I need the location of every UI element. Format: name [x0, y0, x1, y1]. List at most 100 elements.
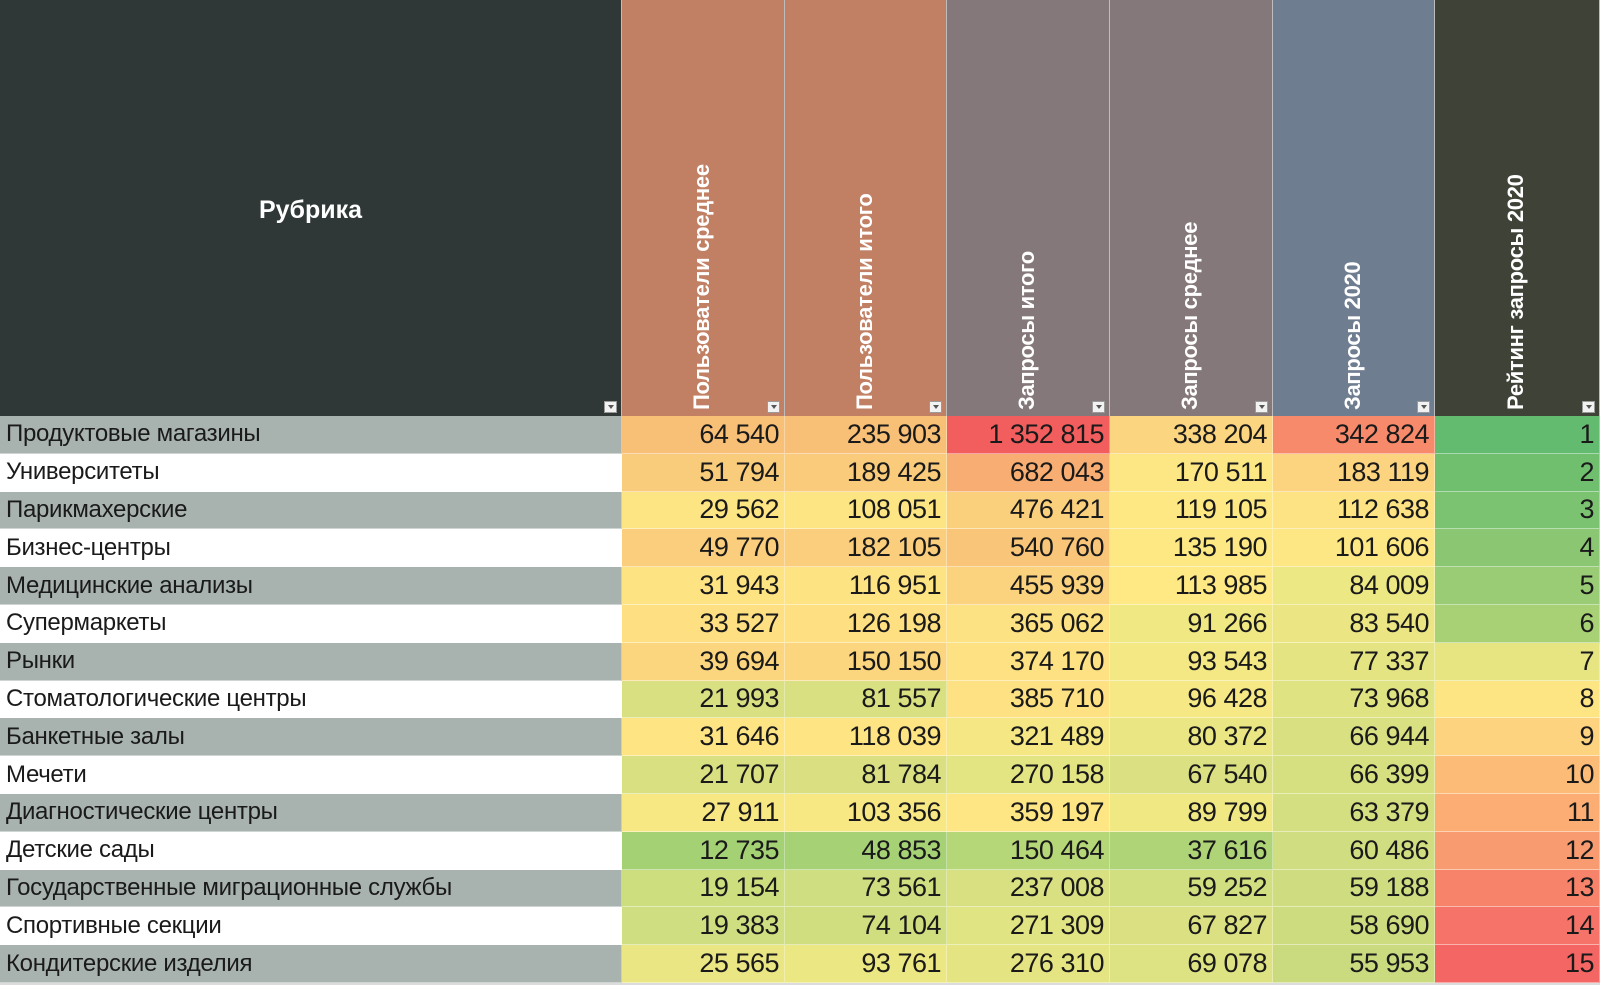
table-cell[interactable]: 108 051 [785, 491, 947, 530]
table-cell[interactable]: 96 428 [1110, 680, 1273, 719]
table-cell[interactable]: 21 707 [622, 756, 785, 794]
table-cell[interactable]: 63 379 [1273, 793, 1435, 832]
table-cell[interactable]: 359 197 [947, 793, 1110, 832]
table-cell[interactable]: 74 104 [785, 907, 947, 946]
filter-dropdown-icon[interactable] [929, 401, 942, 413]
table-cell[interactable]: 91 266 [1110, 604, 1273, 643]
column-header-6[interactable]: Рейтинг запросы 2020 [1435, 0, 1600, 416]
table-cell[interactable]: 37 616 [1110, 831, 1273, 870]
table-cell[interactable]: 81 557 [785, 680, 947, 719]
table-cell[interactable]: 25 565 [622, 945, 785, 983]
table-cell[interactable]: 58 690 [1273, 907, 1435, 946]
table-cell[interactable]: 1 [1435, 416, 1600, 454]
table-cell[interactable]: 84 009 [1273, 567, 1435, 605]
row-name-cell[interactable]: Спортивные секции [0, 907, 622, 946]
filter-dropdown-icon[interactable] [1582, 401, 1595, 413]
table-cell[interactable]: 59 188 [1273, 869, 1435, 908]
table-cell[interactable]: 189 425 [785, 453, 947, 492]
row-name-cell[interactable]: Государственные миграционные службы [0, 869, 622, 908]
table-cell[interactable]: 321 489 [947, 718, 1110, 757]
table-cell[interactable]: 270 158 [947, 756, 1110, 794]
table-cell[interactable]: 8 [1435, 680, 1600, 719]
table-cell[interactable]: 33 527 [622, 604, 785, 643]
column-header-4[interactable]: Запросы среднее [1110, 0, 1273, 416]
table-cell[interactable]: 93 761 [785, 945, 947, 983]
table-cell[interactable]: 77 337 [1273, 642, 1435, 681]
table-cell[interactable]: 93 543 [1110, 642, 1273, 681]
table-cell[interactable]: 271 309 [947, 907, 1110, 946]
table-cell[interactable]: 3 [1435, 491, 1600, 530]
table-cell[interactable]: 9 [1435, 718, 1600, 757]
table-cell[interactable]: 49 770 [622, 529, 785, 568]
table-cell[interactable]: 476 421 [947, 491, 1110, 530]
table-cell[interactable]: 39 694 [622, 642, 785, 681]
table-cell[interactable]: 1 352 815 [947, 416, 1110, 454]
table-cell[interactable]: 13 [1435, 869, 1600, 908]
row-name-cell[interactable]: Продуктовые магазины [0, 416, 622, 454]
table-cell[interactable]: 64 540 [622, 416, 785, 454]
table-cell[interactable]: 170 511 [1110, 453, 1273, 492]
column-header-1[interactable]: Пользователи среднее [622, 0, 785, 416]
table-cell[interactable]: 21 993 [622, 680, 785, 719]
table-cell[interactable]: 7 [1435, 642, 1600, 681]
table-cell[interactable]: 455 939 [947, 567, 1110, 605]
row-name-cell[interactable]: Диагностические центры [0, 793, 622, 832]
row-name-cell[interactable]: Мечети [0, 756, 622, 794]
table-cell[interactable]: 118 039 [785, 718, 947, 757]
row-name-cell[interactable]: Кондитерские изделия [0, 945, 622, 983]
table-cell[interactable]: 11 [1435, 793, 1600, 832]
row-name-cell[interactable]: Бизнес-центры [0, 529, 622, 568]
table-cell[interactable]: 59 252 [1110, 869, 1273, 908]
filter-dropdown-icon[interactable] [1255, 401, 1268, 413]
table-cell[interactable]: 66 944 [1273, 718, 1435, 757]
table-cell[interactable]: 101 606 [1273, 529, 1435, 568]
table-cell[interactable]: 14 [1435, 907, 1600, 946]
table-cell[interactable]: 119 105 [1110, 491, 1273, 530]
table-cell[interactable]: 81 784 [785, 756, 947, 794]
table-cell[interactable]: 150 464 [947, 831, 1110, 870]
table-cell[interactable]: 73 968 [1273, 680, 1435, 719]
table-cell[interactable]: 182 105 [785, 529, 947, 568]
row-name-cell[interactable]: Банкетные залы [0, 718, 622, 757]
table-cell[interactable]: 31 943 [622, 567, 785, 605]
column-header-2[interactable]: Пользователи итого [785, 0, 947, 416]
table-cell[interactable]: 48 853 [785, 831, 947, 870]
row-name-cell[interactable]: Стоматологические центры [0, 680, 622, 719]
table-cell[interactable]: 385 710 [947, 680, 1110, 719]
table-cell[interactable]: 15 [1435, 945, 1600, 983]
row-name-cell[interactable]: Детские сады [0, 831, 622, 870]
table-cell[interactable]: 365 062 [947, 604, 1110, 643]
table-cell[interactable]: 12 735 [622, 831, 785, 870]
table-cell[interactable]: 374 170 [947, 642, 1110, 681]
table-cell[interactable]: 113 985 [1110, 567, 1273, 605]
table-cell[interactable]: 237 008 [947, 869, 1110, 908]
table-cell[interactable]: 69 078 [1110, 945, 1273, 983]
table-cell[interactable]: 2 [1435, 453, 1600, 492]
table-cell[interactable]: 67 827 [1110, 907, 1273, 946]
table-cell[interactable]: 682 043 [947, 453, 1110, 492]
table-cell[interactable]: 116 951 [785, 567, 947, 605]
table-cell[interactable]: 19 154 [622, 869, 785, 908]
table-cell[interactable]: 31 646 [622, 718, 785, 757]
column-header-3[interactable]: Запросы итого [947, 0, 1110, 416]
table-cell[interactable]: 10 [1435, 756, 1600, 794]
table-cell[interactable]: 89 799 [1110, 793, 1273, 832]
table-cell[interactable]: 55 953 [1273, 945, 1435, 983]
table-cell[interactable]: 235 903 [785, 416, 947, 454]
column-header-5[interactable]: Запросы 2020 [1273, 0, 1435, 416]
filter-dropdown-icon[interactable] [767, 401, 780, 413]
table-cell[interactable]: 342 824 [1273, 416, 1435, 454]
table-cell[interactable]: 51 794 [622, 453, 785, 492]
row-name-cell[interactable]: Медицинские анализы [0, 567, 622, 605]
table-cell[interactable]: 540 760 [947, 529, 1110, 568]
filter-dropdown-icon[interactable] [604, 401, 617, 413]
table-cell[interactable]: 338 204 [1110, 416, 1273, 454]
table-cell[interactable]: 73 561 [785, 869, 947, 908]
table-cell[interactable]: 6 [1435, 604, 1600, 643]
row-name-cell[interactable]: Университеты [0, 453, 622, 492]
row-name-cell[interactable]: Рынки [0, 642, 622, 681]
table-cell[interactable]: 126 198 [785, 604, 947, 643]
table-cell[interactable]: 4 [1435, 529, 1600, 568]
table-cell[interactable]: 67 540 [1110, 756, 1273, 794]
table-cell[interactable]: 80 372 [1110, 718, 1273, 757]
